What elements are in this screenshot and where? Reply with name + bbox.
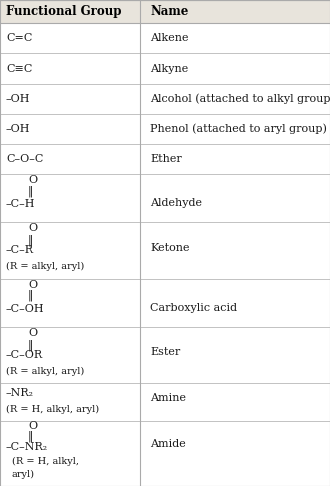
Text: ‖: ‖ [28, 339, 34, 351]
Text: Carboxylic acid: Carboxylic acid [150, 303, 237, 312]
Text: (R = alkyl, aryl): (R = alkyl, aryl) [6, 262, 84, 271]
Text: Aldehyde: Aldehyde [150, 198, 202, 208]
Text: Amine: Amine [150, 394, 186, 403]
Text: Alkene: Alkene [150, 34, 189, 43]
Text: –NR₂: –NR₂ [6, 388, 34, 398]
Text: ‖: ‖ [28, 185, 34, 197]
Text: –OH: –OH [6, 124, 30, 134]
Text: Alkyne: Alkyne [150, 64, 188, 73]
Text: Functional Group: Functional Group [6, 5, 121, 18]
Text: (R = alkyl, aryl): (R = alkyl, aryl) [6, 366, 84, 376]
Text: (R = H, alkyl,: (R = H, alkyl, [12, 457, 79, 466]
Text: Ketone: Ketone [150, 243, 190, 253]
Bar [0, 0, 330, 23]
Text: O: O [28, 223, 37, 233]
Text: (R = H, alkyl, aryl): (R = H, alkyl, aryl) [6, 405, 99, 415]
Text: ‖: ‖ [28, 290, 34, 301]
Text: Name: Name [150, 5, 188, 18]
Text: Phenol (attached to aryl group): Phenol (attached to aryl group) [150, 123, 327, 134]
Text: Alcohol (attached to alkyl group): Alcohol (attached to alkyl group) [150, 93, 330, 104]
Text: –C–OR: –C–OR [6, 350, 43, 360]
Text: ‖: ‖ [28, 431, 34, 442]
Text: O: O [28, 421, 37, 431]
Text: –C–R: –C–R [6, 245, 34, 256]
Text: C≡C: C≡C [6, 64, 32, 73]
Text: Ester: Ester [150, 347, 181, 357]
Text: ‖: ‖ [28, 235, 34, 246]
Text: –C–NR₂: –C–NR₂ [6, 442, 48, 452]
Text: –OH: –OH [6, 94, 30, 104]
Text: Amide: Amide [150, 439, 186, 449]
Text: aryl): aryl) [12, 470, 35, 479]
Text: O: O [28, 328, 37, 338]
Text: O: O [28, 175, 37, 185]
Text: Ether: Ether [150, 154, 182, 164]
Text: –C–H: –C–H [6, 199, 35, 209]
Text: –C–OH: –C–OH [6, 304, 45, 313]
Text: O: O [28, 279, 37, 290]
Text: C=C: C=C [6, 34, 32, 43]
Text: C–O–C: C–O–C [6, 154, 43, 164]
